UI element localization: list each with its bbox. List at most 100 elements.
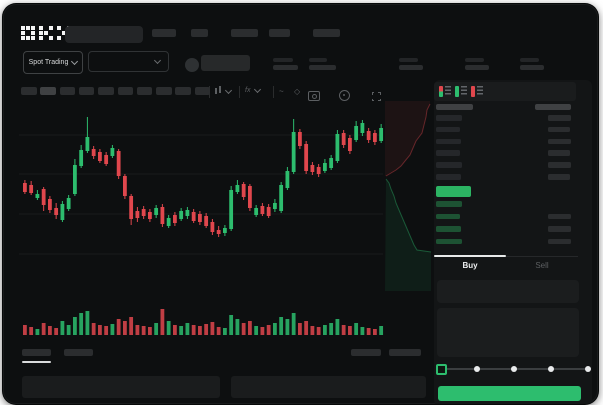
settings-icon[interactable] (339, 90, 351, 101)
candle-style-icon (214, 86, 222, 96)
active-tab-indicator (434, 255, 506, 257)
nav-item-3[interactable] (269, 29, 290, 37)
timeframe-button-6[interactable] (136, 87, 153, 95)
ask-row-3[interactable] (436, 150, 571, 156)
ask-amount-skeleton (548, 115, 571, 121)
okx-logo-glyph-k (39, 26, 53, 40)
market-type-selector[interactable]: Spot Trading (23, 51, 83, 74)
bottom-tab-0[interactable] (22, 349, 51, 356)
orderbook-layout-asks-icon[interactable] (471, 85, 483, 97)
timeframe-button-9[interactable] (194, 87, 211, 95)
orderbook-toolbar (434, 82, 576, 101)
lines (444, 86, 451, 96)
global-search-input[interactable] (65, 26, 143, 43)
ask-price-skeleton (436, 174, 461, 180)
slider-step-1[interactable] (474, 366, 480, 372)
candlestick-chart[interactable] (17, 101, 433, 339)
ticker-stat-value-0 (273, 65, 298, 70)
tab-buy[interactable]: Buy (462, 261, 478, 270)
ask-row-1[interactable] (436, 126, 571, 133)
pair-avatar[interactable] (185, 58, 199, 72)
slider-step-3[interactable] (548, 366, 554, 372)
timeframe-button-7[interactable] (156, 87, 172, 95)
bottom-action-left[interactable] (351, 349, 381, 356)
pair-dropdown[interactable] (88, 51, 169, 72)
ticker-stat-value-2 (399, 65, 423, 70)
nav-item-4[interactable] (313, 29, 340, 37)
timeframe-button-1[interactable] (40, 87, 56, 95)
amount-input[interactable] (437, 308, 579, 357)
toolbar-divider (273, 86, 274, 98)
camera-icon[interactable] (308, 91, 320, 101)
bid-row-2[interactable] (436, 226, 571, 232)
ask-row-2[interactable] (436, 138, 571, 145)
bid-amount-skeleton (548, 238, 571, 245)
last-price-highlight[interactable] (436, 186, 471, 197)
nav-item-2[interactable] (231, 29, 258, 37)
bid-row-3[interactable] (436, 238, 571, 245)
bid-price-skeleton (436, 201, 462, 207)
timeframe-button-8[interactable] (175, 87, 191, 95)
fullscreen-icon[interactable] (370, 90, 383, 103)
bid-price-skeleton (436, 238, 462, 245)
bid-row-1[interactable] (436, 213, 571, 220)
buy-submit-button[interactable] (438, 386, 581, 401)
orderbook-layout-both-icon[interactable] (439, 85, 451, 97)
ask-row-0[interactable] (436, 115, 571, 121)
ticker-stat-label-3 (465, 58, 484, 62)
fullscreen-mask (370, 94, 383, 99)
timeframe-button-5[interactable] (117, 87, 133, 95)
ask-price-skeleton (436, 126, 460, 133)
ask-amount-skeleton (548, 162, 571, 168)
timeframe-button-4[interactable] (98, 87, 114, 95)
orders-table-right (231, 376, 426, 398)
toolbar-divider (239, 86, 240, 98)
tab-sell[interactable]: Sell (535, 261, 549, 270)
indicators-dropdown[interactable]: fx (245, 85, 262, 94)
lines (476, 86, 483, 96)
ticker-stat-value-3 (465, 65, 489, 70)
chevron-down-icon (153, 56, 162, 65)
ask-price-skeleton (436, 150, 460, 156)
indicators-icon: fx (245, 87, 251, 94)
ticker-stat-value-1 (309, 65, 336, 70)
bottom-tab-1[interactable] (64, 349, 93, 356)
slider-handle[interactable] (436, 364, 447, 375)
orders-table-left (22, 376, 220, 398)
market-type-label: Spot Trading (28, 59, 69, 66)
okx-logo[interactable] (21, 26, 71, 40)
orderbook-layout-bids-icon[interactable] (455, 85, 467, 97)
nav-item-1[interactable] (191, 29, 208, 37)
timeframe-button-3[interactable] (78, 87, 95, 95)
bid-price-skeleton (436, 213, 460, 220)
candles (23, 117, 384, 237)
bottom-action-right[interactable] (389, 349, 421, 356)
chevron-down-icon (254, 85, 262, 94)
nav-item-0[interactable] (152, 29, 176, 37)
colorbar (439, 85, 443, 97)
ticker-stat-label-0 (273, 58, 293, 62)
line-type-icon[interactable]: ~ (279, 87, 284, 96)
draw-tool-icon[interactable]: ◇ (294, 87, 301, 96)
candle-style-dropdown[interactable] (214, 86, 233, 96)
depth-overlay (385, 101, 432, 291)
tab-divider (434, 256, 578, 257)
slider-step-2[interactable] (511, 366, 517, 372)
ticker-stat-label-1 (309, 58, 327, 62)
ask-amount-skeleton (548, 138, 571, 145)
active-bottom-tab-underline (22, 361, 51, 363)
timeframe-button-0[interactable] (21, 87, 37, 95)
price-input[interactable] (437, 280, 579, 303)
chart-gridlines (19, 134, 383, 255)
ask-amount-skeleton (548, 174, 570, 180)
slider-step-4[interactable] (585, 366, 591, 372)
ask-row-5[interactable] (436, 174, 571, 180)
okx-logo-glyph-o (21, 26, 35, 40)
bid-row-0[interactable] (436, 201, 571, 207)
pair-action-button[interactable] (201, 55, 250, 71)
ask-row-4[interactable] (436, 162, 571, 168)
lines (460, 86, 467, 96)
timeframe-button-2[interactable] (59, 87, 76, 95)
volume-bars (23, 309, 384, 335)
